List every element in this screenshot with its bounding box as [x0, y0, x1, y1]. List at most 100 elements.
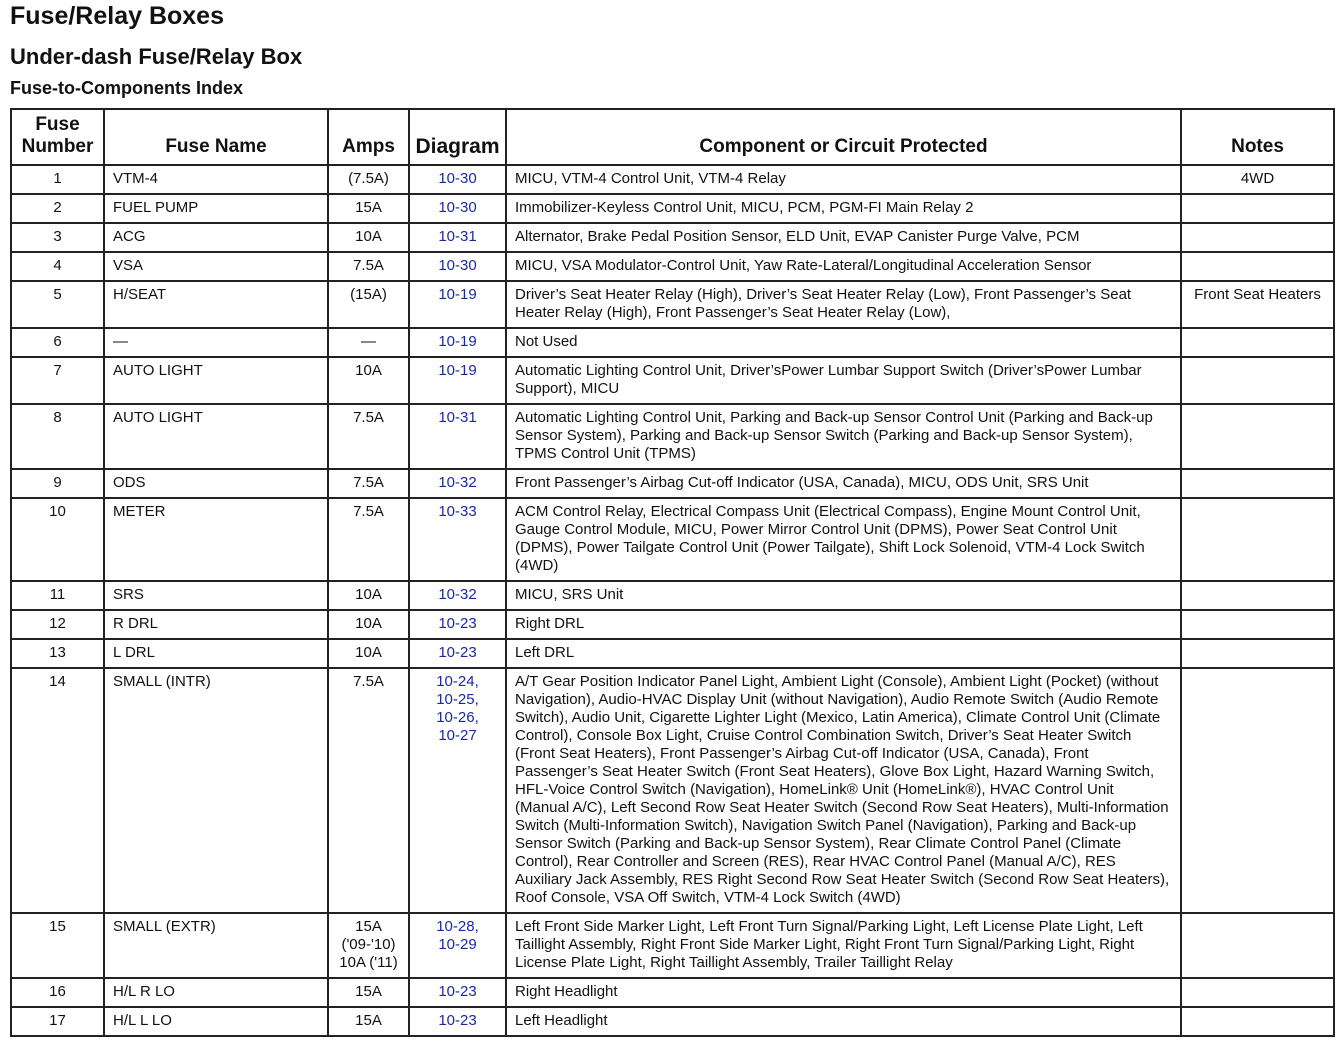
- amps-cell: 7.5A: [327, 468, 410, 499]
- fuse-number-cell: 12: [10, 609, 105, 640]
- fuse-name-cell: SMALL (INTR): [103, 667, 329, 914]
- diagram-link[interactable]: 10-32: [408, 468, 507, 499]
- notes-cell: [1180, 638, 1335, 669]
- table-row: 3 ACG 10A 10-31 Alternator, Brake Pedal Posi…: [10, 222, 1335, 253]
- table-row: 5 H/SEAT (15A) 10-19 Driver’s Seat Heater Re…: [10, 280, 1335, 329]
- component-cell: Alternator, Brake Pedal Position Sensor,…: [505, 222, 1182, 253]
- fuse-name-cell: SMALL (EXTR): [103, 912, 329, 979]
- fuse-number-cell: 5: [10, 280, 105, 329]
- notes-cell: [1180, 356, 1335, 405]
- diagram-link[interactable]: 10-28, 10-29: [408, 912, 507, 979]
- table-row: 12 R DRL 10A 10-23 Right DRL: [10, 609, 1335, 640]
- fuse-number-cell: 15: [10, 912, 105, 979]
- component-cell: MICU, VTM-4 Control Unit, VTM-4 Relay: [505, 164, 1182, 195]
- table-row: 13 L DRL 10A 10-23 Left DRL: [10, 638, 1335, 669]
- diagram-link[interactable]: 10-23: [408, 638, 507, 669]
- diagram-link[interactable]: 10-30: [408, 164, 507, 195]
- table-row: 16 H/L R LO 15A 10-23 Right Headlight: [10, 977, 1335, 1008]
- fuse-name-cell: FUEL PUMP: [103, 193, 329, 224]
- diagram-link[interactable]: 10-30: [408, 251, 507, 282]
- notes-cell: [1180, 609, 1335, 640]
- diagram-link[interactable]: 10-31: [408, 403, 507, 470]
- notes-cell: [1180, 222, 1335, 253]
- page-title: Fuse/Relay Boxes: [10, 2, 224, 30]
- fuse-number-cell: 1: [10, 164, 105, 195]
- diagram-link[interactable]: 10-32: [408, 580, 507, 611]
- fuse-name-cell: SRS: [103, 580, 329, 611]
- fuse-name-cell: ACG: [103, 222, 329, 253]
- diagram-link[interactable]: 10-23: [408, 1006, 507, 1037]
- amps-cell: 10A: [327, 222, 410, 253]
- fuse-number-cell: 16: [10, 977, 105, 1008]
- fuse-number-cell: 4: [10, 251, 105, 282]
- table-row: 8 AUTO LIGHT 7.5A 10-31 Automatic Lighting C…: [10, 403, 1335, 470]
- fuse-name-cell: VSA: [103, 251, 329, 282]
- fuse-name-cell: R DRL: [103, 609, 329, 640]
- amps-cell: 15A: [327, 193, 410, 224]
- fuse-name-cell: ODS: [103, 468, 329, 499]
- component-cell: Immobilizer-Keyless Control Unit, MICU, …: [505, 193, 1182, 224]
- fuse-name-cell: H/SEAT: [103, 280, 329, 329]
- diagram-link[interactable]: 10-24, 10-25, 10-26, 10-27: [408, 667, 507, 914]
- notes-cell: Front Seat Heaters: [1180, 280, 1335, 329]
- table-row: 6— —10-19 Not Used: [10, 327, 1335, 358]
- header-amps: Amps: [327, 108, 410, 166]
- notes-cell: [1180, 977, 1335, 1008]
- fuse-number-cell: 10: [10, 497, 105, 582]
- component-cell: ACM Control Relay, Electrical Compass Un…: [505, 497, 1182, 582]
- amps-cell: 10A: [327, 638, 410, 669]
- notes-cell: [1180, 497, 1335, 582]
- fuse-index-table: Fuse Number Fuse Name Amps Diagram Compo…: [10, 108, 1335, 1037]
- component-cell: MICU, SRS Unit: [505, 580, 1182, 611]
- diagram-link[interactable]: 10-33: [408, 497, 507, 582]
- component-cell: Automatic Lighting Control Unit, Parking…: [505, 403, 1182, 470]
- component-cell: MICU, VSA Modulator-Control Unit, Yaw Ra…: [505, 251, 1182, 282]
- amps-cell: 7.5A: [327, 251, 410, 282]
- diagram-link[interactable]: 10-30: [408, 193, 507, 224]
- component-cell: Left Headlight: [505, 1006, 1182, 1037]
- amps-cell: 10A: [327, 580, 410, 611]
- component-cell: A/T Gear Position Indicator Panel Light,…: [505, 667, 1182, 914]
- notes-cell: [1180, 403, 1335, 470]
- section-title: Under-dash Fuse/Relay Box: [10, 44, 303, 69]
- diagram-link[interactable]: 10-19: [408, 356, 507, 405]
- header-fuse-number: Fuse Number: [10, 108, 105, 166]
- fuse-name-cell: L DRL: [103, 638, 329, 669]
- fuse-name-cell: AUTO LIGHT: [103, 403, 329, 470]
- fuse-name-cell: H/L R LO: [103, 977, 329, 1008]
- fuse-number-cell: 6: [10, 327, 105, 358]
- amps-cell: 15A: [327, 1006, 410, 1037]
- header-component: Component or Circuit Protected: [505, 108, 1182, 166]
- fuse-number-cell: 8: [10, 403, 105, 470]
- fuse-number-cell: 2: [10, 193, 105, 224]
- component-cell: Not Used: [505, 327, 1182, 358]
- notes-cell: [1180, 912, 1335, 979]
- diagram-link[interactable]: 10-19: [408, 280, 507, 329]
- amps-cell: 10A: [327, 356, 410, 405]
- diagram-link[interactable]: 10-23: [408, 977, 507, 1008]
- component-cell: Front Passenger’s Airbag Cut-off Indicat…: [505, 468, 1182, 499]
- notes-cell: 4WD: [1180, 164, 1335, 195]
- amps-cell: 7.5A: [327, 497, 410, 582]
- fuse-number-cell: 17: [10, 1006, 105, 1037]
- diagram-link[interactable]: 10-19: [408, 327, 507, 358]
- fuse-number-cell: 9: [10, 468, 105, 499]
- fuse-number-cell: 11: [10, 580, 105, 611]
- amps-cell: 7.5A: [327, 667, 410, 914]
- table-header-row: Fuse Number Fuse Name Amps Diagram Compo…: [10, 108, 1335, 166]
- amps-cell: 15A: [327, 977, 410, 1008]
- table-row: 15 SMALL (EXTR) 15A ('09-'10) 10A ('11) 10-28…: [10, 912, 1335, 979]
- amps-cell: (15A): [327, 280, 410, 329]
- amps-cell: —: [327, 327, 410, 358]
- component-cell: Automatic Lighting Control Unit, Driver’…: [505, 356, 1182, 405]
- diagram-link[interactable]: 10-23: [408, 609, 507, 640]
- table-row: 2 FUEL PUMP 15A 10-30 Immobilizer-Keyless Co…: [10, 193, 1335, 224]
- notes-cell: [1180, 327, 1335, 358]
- fuse-name-cell: —: [103, 327, 329, 358]
- component-cell: Left Front Side Marker Light, Left Front…: [505, 912, 1182, 979]
- diagram-link[interactable]: 10-31: [408, 222, 507, 253]
- header-fuse-name: Fuse Name: [103, 108, 329, 166]
- component-cell: Right Headlight: [505, 977, 1182, 1008]
- component-cell: Left DRL: [505, 638, 1182, 669]
- notes-cell: [1180, 468, 1335, 499]
